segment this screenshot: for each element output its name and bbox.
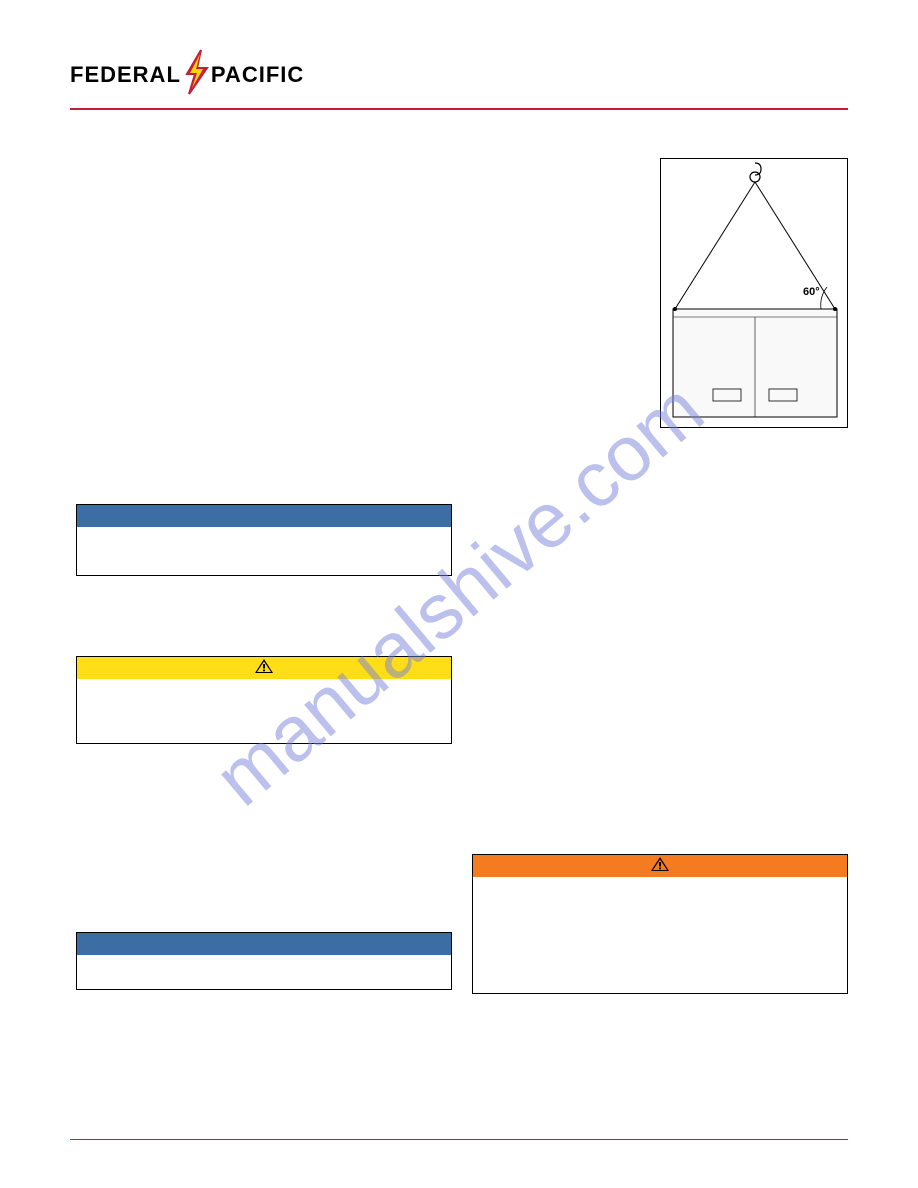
- notice-body: [77, 955, 451, 989]
- warning-callout-1: [472, 854, 848, 994]
- header-rule: [70, 108, 848, 110]
- lifting-diagram: 60°: [660, 158, 848, 428]
- notice-body: [77, 527, 451, 575]
- logo: FEDERAL PACIFIC: [70, 48, 304, 102]
- warning-header: [473, 855, 847, 877]
- warning-triangle-icon: [650, 856, 670, 877]
- lightning-bolt-icon: [177, 48, 215, 102]
- caution-body: [77, 679, 451, 743]
- warning-body: [473, 877, 847, 993]
- notice-callout-1: [76, 504, 452, 576]
- logo-word-1: FEDERAL: [70, 62, 181, 88]
- watermark-text: manualshive.com: [197, 364, 720, 824]
- notice-header: [77, 505, 451, 527]
- warning-triangle-icon: [254, 658, 274, 679]
- logo-word-2: PACIFIC: [211, 62, 304, 88]
- notice-callout-2: [76, 932, 452, 990]
- caution-header: [77, 657, 451, 679]
- notice-header: [77, 933, 451, 955]
- angle-label: 60°: [803, 286, 820, 298]
- caution-callout-1: [76, 656, 452, 744]
- footer-rule: [70, 1139, 848, 1141]
